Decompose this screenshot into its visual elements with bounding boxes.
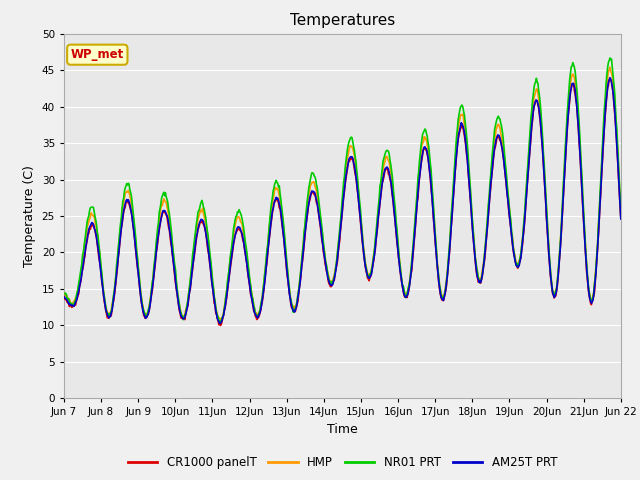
AM25T PRT: [428, 182, 435, 188]
AM25T PRT: [127, 210, 135, 216]
HMP: [127, 202, 135, 208]
AM25T PRT: [216, 321, 223, 326]
Y-axis label: Temperature (C): Temperature (C): [23, 165, 36, 267]
AM25T PRT: [606, 75, 614, 81]
Legend: CR1000 panelT, HMP, NR01 PRT, AM25T PRT: CR1000 panelT, HMP, NR01 PRT, AM25T PRT: [123, 452, 562, 474]
X-axis label: Time: Time: [327, 423, 358, 436]
HMP: [411, 224, 419, 230]
Line: AM25T PRT: AM25T PRT: [64, 78, 621, 324]
AM25T PRT: [617, 216, 625, 222]
Text: WP_met: WP_met: [70, 48, 124, 61]
HMP: [428, 177, 435, 182]
HMP: [606, 64, 614, 70]
NR01 PRT: [214, 312, 221, 318]
CR1000 panelT: [428, 186, 435, 192]
CR1000 panelT: [60, 293, 68, 299]
NR01 PRT: [184, 297, 192, 302]
CR1000 panelT: [70, 303, 78, 309]
Line: CR1000 panelT: CR1000 panelT: [64, 79, 621, 325]
HMP: [184, 298, 192, 303]
CR1000 panelT: [617, 215, 625, 221]
CR1000 panelT: [184, 303, 192, 309]
AM25T PRT: [184, 301, 192, 307]
Line: HMP: HMP: [64, 67, 621, 320]
NR01 PRT: [70, 300, 78, 306]
AM25T PRT: [60, 294, 68, 300]
NR01 PRT: [218, 319, 225, 325]
HMP: [218, 317, 225, 323]
NR01 PRT: [127, 193, 135, 199]
Line: NR01 PRT: NR01 PRT: [64, 58, 621, 322]
HMP: [617, 211, 625, 217]
NR01 PRT: [411, 220, 419, 226]
HMP: [60, 291, 68, 297]
HMP: [70, 300, 78, 306]
CR1000 panelT: [127, 210, 135, 216]
NR01 PRT: [606, 55, 614, 61]
NR01 PRT: [428, 167, 435, 173]
NR01 PRT: [617, 209, 625, 215]
CR1000 panelT: [411, 231, 419, 237]
AM25T PRT: [411, 229, 419, 235]
AM25T PRT: [70, 303, 78, 309]
NR01 PRT: [60, 290, 68, 296]
HMP: [214, 312, 221, 317]
CR1000 panelT: [214, 315, 221, 321]
CR1000 panelT: [216, 323, 224, 328]
CR1000 panelT: [606, 76, 614, 82]
AM25T PRT: [214, 316, 221, 322]
Title: Temperatures: Temperatures: [290, 13, 395, 28]
